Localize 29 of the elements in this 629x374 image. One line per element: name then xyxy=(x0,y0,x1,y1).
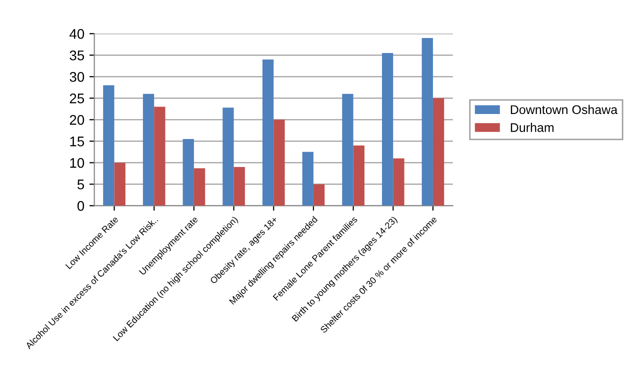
legend-label: Downtown Oshawa xyxy=(510,104,618,114)
bar xyxy=(142,94,154,206)
bar xyxy=(274,120,285,206)
bar xyxy=(182,139,194,206)
y-tick-label: 15 xyxy=(70,136,84,146)
y-tick-label: 30 xyxy=(70,72,84,82)
y-tick-label: 40 xyxy=(70,28,84,39)
y-tick-label: 10 xyxy=(70,158,84,168)
y-tick-label: 20 xyxy=(70,115,84,125)
bar xyxy=(234,166,245,206)
bar xyxy=(194,168,206,206)
y-tick-label: 0 xyxy=(77,201,84,211)
bar xyxy=(103,85,114,206)
bar xyxy=(114,162,126,206)
y-tick-label: 25 xyxy=(70,94,84,104)
bar xyxy=(432,98,444,206)
bar xyxy=(353,145,364,206)
bar xyxy=(313,184,325,206)
y-tick-label: 5 xyxy=(77,180,84,190)
bar xyxy=(393,158,404,206)
legend-label: Durham xyxy=(510,122,554,132)
bar xyxy=(382,53,394,206)
bar xyxy=(302,152,314,206)
bar xyxy=(154,106,166,206)
bar xyxy=(222,108,234,206)
bar xyxy=(342,94,354,206)
y-tick-label: 35 xyxy=(70,50,84,60)
bar xyxy=(262,59,274,206)
bar xyxy=(422,38,433,206)
